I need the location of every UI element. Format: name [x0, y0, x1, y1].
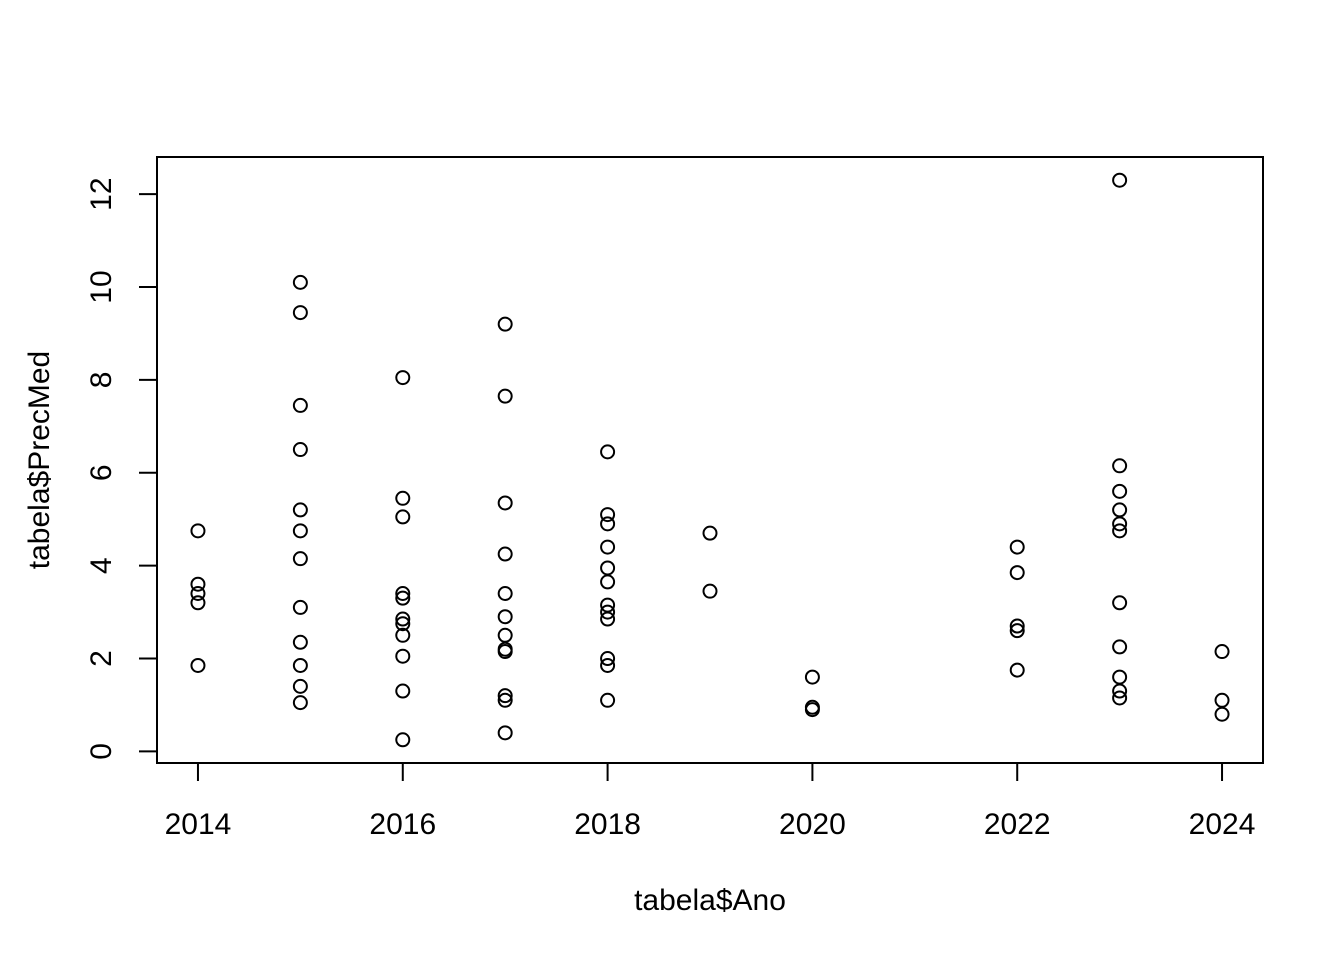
data-point	[1009, 565, 1025, 581]
data-point	[600, 657, 616, 673]
data-point	[702, 583, 718, 599]
x-tick-label: 2020	[779, 808, 846, 841]
y-tick-label: 8	[85, 372, 118, 389]
data-point	[395, 648, 411, 664]
x-tick-label: 2016	[369, 808, 436, 841]
data-point	[497, 644, 513, 660]
data-point	[1112, 172, 1128, 188]
y-axis: 0 2 4 6 8 10 12	[85, 177, 158, 760]
data-point	[1009, 662, 1025, 678]
x-axis-label: tabela$Ano	[634, 884, 786, 917]
data-point	[190, 595, 206, 611]
data-point	[1112, 595, 1128, 611]
y-tick-label: 0	[85, 743, 118, 760]
data-point	[497, 388, 513, 404]
data-point	[292, 274, 308, 290]
data-point	[1214, 706, 1230, 722]
data-point	[292, 599, 308, 615]
data-point	[1112, 458, 1128, 474]
data-point	[1112, 523, 1128, 539]
data-point	[600, 611, 616, 627]
data-point	[190, 657, 206, 673]
data-point	[292, 657, 308, 673]
data-point	[395, 732, 411, 748]
data-point	[395, 627, 411, 643]
y-axis-label: tabela$PrecMed	[23, 351, 56, 569]
data-point	[1009, 623, 1025, 639]
data-point	[600, 604, 616, 620]
data-point	[600, 507, 616, 523]
data-point	[497, 546, 513, 562]
data-point	[1214, 644, 1230, 660]
data-point	[804, 702, 820, 718]
x-tick-label: 2014	[165, 808, 232, 841]
data-point	[600, 444, 616, 460]
data-point	[395, 370, 411, 386]
x-tick-label: 2022	[984, 808, 1051, 841]
data-point	[1009, 618, 1025, 634]
data-point	[600, 516, 616, 532]
data-point	[702, 525, 718, 541]
data-point	[1112, 683, 1128, 699]
y-tick-label: 6	[85, 464, 118, 481]
data-point	[292, 305, 308, 321]
data-point	[292, 695, 308, 711]
data-point	[497, 725, 513, 741]
x-tick-label: 2024	[1189, 808, 1256, 841]
y-tick-label: 12	[85, 177, 118, 210]
data-point	[497, 688, 513, 704]
data-point	[395, 611, 411, 627]
data-point	[497, 495, 513, 511]
data-point	[497, 586, 513, 602]
data-point	[292, 551, 308, 567]
data-point	[1214, 692, 1230, 708]
data-point	[292, 523, 308, 539]
data-point	[292, 397, 308, 413]
data-point	[395, 683, 411, 699]
data-point	[1112, 483, 1128, 499]
data-point	[395, 586, 411, 602]
data-point	[292, 502, 308, 518]
data-point	[804, 669, 820, 685]
data-point	[600, 539, 616, 555]
data-point	[190, 586, 206, 602]
data-point	[600, 574, 616, 590]
data-point	[1112, 502, 1128, 518]
data-point	[497, 316, 513, 332]
data-point	[1112, 669, 1128, 685]
data-point	[497, 609, 513, 625]
data-point	[497, 627, 513, 643]
x-axis: 2014 2016 2018 2020 2022 2024	[165, 762, 1256, 841]
data-point	[292, 678, 308, 694]
data-point	[292, 442, 308, 458]
x-tick-label: 2018	[574, 808, 641, 841]
y-tick-label: 2	[85, 650, 118, 667]
data-point	[292, 634, 308, 650]
plot-area-frame	[156, 156, 1264, 764]
data-point	[1112, 639, 1128, 655]
data-point	[190, 576, 206, 592]
data-point	[190, 523, 206, 539]
y-tick-label: 10	[85, 270, 118, 303]
data-point	[395, 590, 411, 606]
data-point	[497, 692, 513, 708]
data-point	[395, 509, 411, 525]
data-point	[600, 651, 616, 667]
data-point	[395, 490, 411, 506]
data-point	[1009, 539, 1025, 555]
data-point	[1112, 690, 1128, 706]
data-point	[600, 560, 616, 576]
data-points	[190, 172, 1230, 748]
data-point	[1112, 516, 1128, 532]
data-point	[600, 692, 616, 708]
data-point	[395, 616, 411, 632]
y-tick-label: 4	[85, 557, 118, 574]
